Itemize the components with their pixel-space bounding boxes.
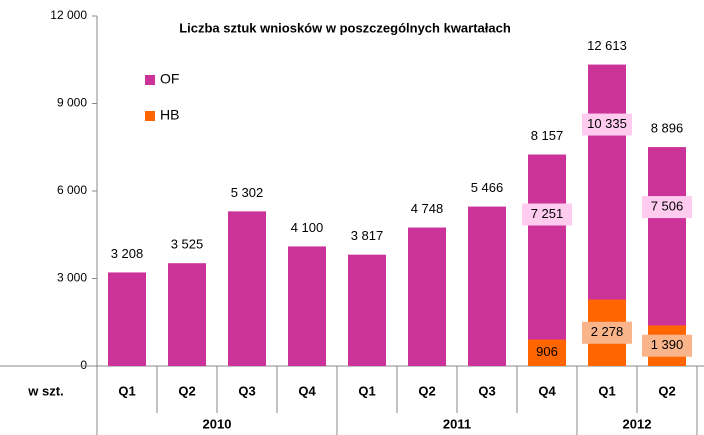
x-tick-label: Q4 [538,383,556,398]
x-tick-label: Q3 [478,383,495,398]
total-label: 12 613 [587,38,627,53]
total-label: 8 157 [531,128,564,143]
label-box [582,321,632,344]
x-tick-label: Q3 [238,383,255,398]
y-tick-label: 6 000 [57,183,87,197]
group-label: 2011 [443,416,471,431]
data-label: 7 251 [531,206,564,221]
data-label: 10 335 [587,116,627,131]
x-tick-label: Q1 [118,383,135,398]
legend-label: HB [160,107,179,123]
bar [168,263,206,366]
data-label: 906 [536,344,558,359]
total-label: 8 896 [651,121,684,136]
total-label: 5 302 [231,185,264,200]
unit-label: w szt. [27,383,63,398]
bar [528,339,566,366]
total-label: 3 208 [111,246,144,261]
x-tick-label: Q2 [178,383,195,398]
data-label: 1 390 [651,337,684,352]
bar [528,154,566,366]
chart-title: Liczba sztuk wniosków w poszczególnych k… [179,20,511,35]
total-label: 4 748 [411,201,444,216]
data-label: 2 278 [591,324,624,339]
label-box [522,203,572,226]
y-tick-label: 3 000 [57,271,87,285]
x-tick-label: Q2 [658,383,675,398]
total-label: 3 817 [351,228,384,243]
legend-swatch [145,111,155,121]
x-tick-label: Q4 [298,383,316,398]
bar [288,246,326,366]
bar [468,206,506,366]
bar [408,227,446,366]
total-label: 4 100 [291,220,324,235]
x-tick-label: Q1 [358,383,375,398]
total-label: 5 466 [471,180,504,195]
y-tick-label: 9 000 [57,96,87,110]
bar [348,254,386,366]
group-label: 2012 [623,416,652,431]
y-tick-label: 12 000 [50,8,87,22]
label-box [642,334,692,357]
bar [108,272,146,366]
label-box [642,196,692,219]
legend-label: OF [160,71,179,87]
total-label: 3 525 [171,237,204,252]
label-box [582,113,632,136]
data-label: 7 506 [651,199,684,214]
bar [228,211,266,366]
y-tick-label: 0 [80,358,87,372]
x-tick-label: Q1 [598,383,615,398]
legend-swatch [145,75,155,85]
x-tick-label: Q2 [418,383,435,398]
group-label: 2010 [203,416,232,431]
